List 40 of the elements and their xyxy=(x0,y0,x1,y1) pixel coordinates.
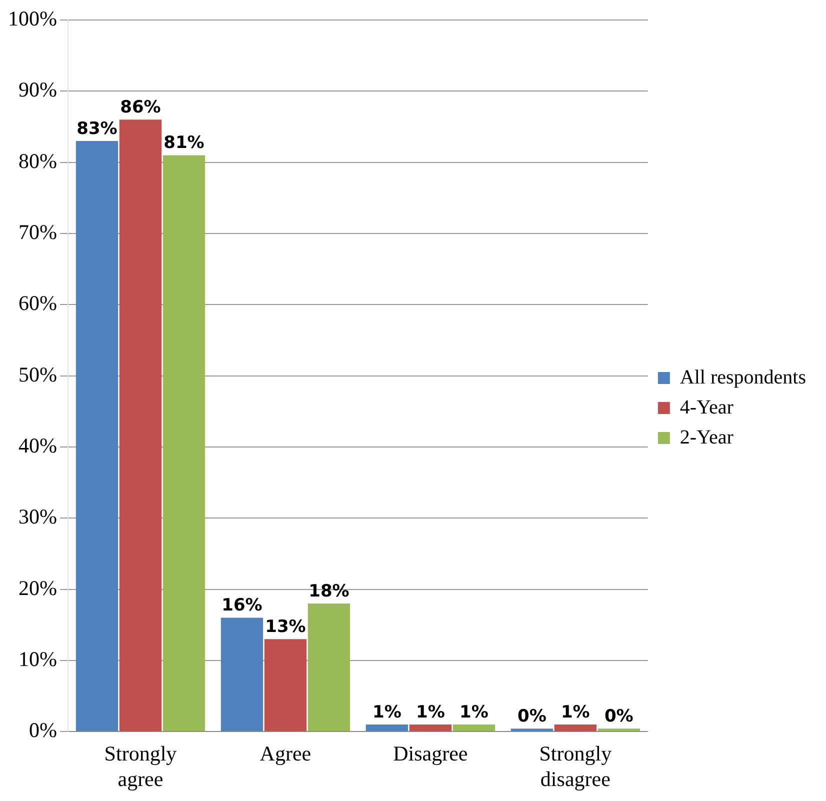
bar xyxy=(308,604,350,732)
y-tick-label: 60% xyxy=(18,291,57,316)
y-tick-label: 80% xyxy=(18,148,57,173)
bar xyxy=(76,140,118,732)
bar xyxy=(264,639,307,732)
data-label: 86% xyxy=(120,98,161,118)
x-tick-label: Agree xyxy=(260,742,312,766)
y-tick-label: 90% xyxy=(18,78,57,102)
bar xyxy=(409,724,452,732)
data-label: 1% xyxy=(372,702,402,722)
bar xyxy=(220,618,264,732)
y-tick-label: 20% xyxy=(18,576,57,600)
y-tick-label: 70% xyxy=(18,220,57,244)
x-tick-label: Disagree xyxy=(393,742,468,766)
data-label: 18% xyxy=(308,581,350,602)
x-tick-label: Strongly agree xyxy=(104,742,178,791)
bar xyxy=(119,120,162,732)
y-tick-label: 100% xyxy=(8,6,57,31)
data-label: 0% xyxy=(604,706,634,727)
data-label: 81% xyxy=(164,133,204,154)
data-label: 13% xyxy=(265,617,306,638)
data-label: 1% xyxy=(416,702,445,722)
y-tick-label: 40% xyxy=(18,433,57,458)
legend-label: All respondents xyxy=(680,366,806,388)
x-tick-label: Strongly disagree xyxy=(539,742,612,791)
bar xyxy=(366,724,408,732)
y-tick-label: 30% xyxy=(18,504,57,529)
bar xyxy=(554,724,597,732)
legend-label: 2-Year xyxy=(680,426,734,448)
bar xyxy=(452,724,496,732)
data-label: 1% xyxy=(560,702,590,722)
data-label: 83% xyxy=(76,118,118,139)
y-tick-label: 0% xyxy=(28,718,57,742)
data-label: 1% xyxy=(459,702,488,722)
data-label: 16% xyxy=(222,596,262,616)
data-label: 0% xyxy=(517,706,546,727)
y-tick-label: 10% xyxy=(18,646,57,671)
y-tick-label: 50% xyxy=(18,362,57,386)
legend-label: 4-Year xyxy=(680,396,734,418)
bar xyxy=(162,155,206,732)
